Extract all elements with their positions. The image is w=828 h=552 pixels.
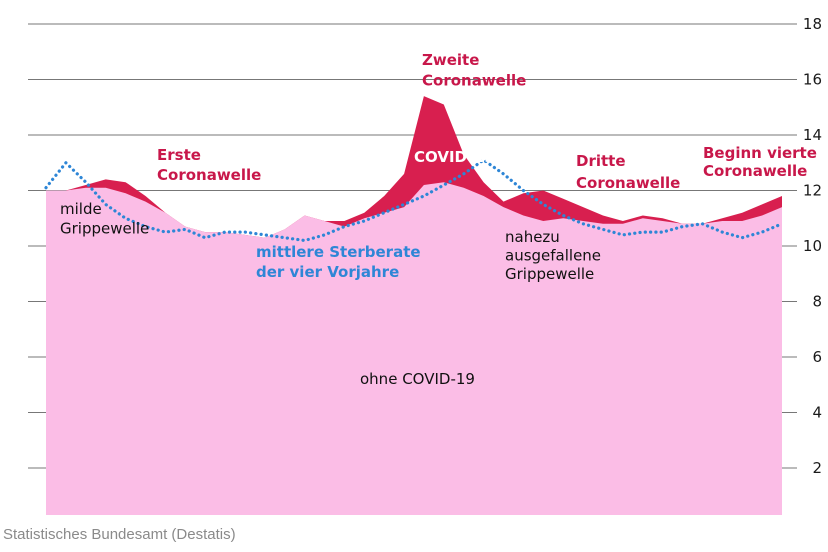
source-credit: Statistisches Bundesamt (Destatis) xyxy=(3,526,236,543)
y-tick-label-2: 2 xyxy=(812,459,822,477)
base-area xyxy=(46,182,782,515)
annotation-dritte-line: Coronawelle xyxy=(576,174,680,192)
annotation-ohne: ohne COVID-19 xyxy=(360,370,475,388)
annotation-milde-line: milde xyxy=(60,200,102,218)
annotation-dritte: Dritte Coronawelle xyxy=(576,152,680,192)
annotation-mittlere: mittlere Sterberate der vier Vorjahre xyxy=(256,243,421,281)
annotation-beginn: Beginn vierte Coronawelle xyxy=(703,144,817,180)
annotation-mittlere-line: der vier Vorjahre xyxy=(256,263,399,281)
annotation-nahezu-line: nahezu xyxy=(505,228,560,246)
annotation-erste-line: Erste xyxy=(157,146,201,164)
annotation-covid: COVID-19 xyxy=(414,148,494,166)
y-tick-label-16: 16 xyxy=(803,71,822,89)
annotation-milde-line: Grippewelle xyxy=(60,220,149,238)
annotation-zweite: Zweite Coronawelle xyxy=(422,51,526,90)
annotation-dritte-line: Dritte xyxy=(576,152,626,170)
annotation-covid-line: COVID-19 xyxy=(414,148,494,166)
annotation-erste: Erste Coronawelle xyxy=(157,146,261,184)
annotation-beginn-line: Coronawelle xyxy=(703,162,807,180)
annotation-zweite-line: Coronawelle xyxy=(422,72,526,90)
annotation-nahezu: nahezu ausgefallene Grippewelle xyxy=(505,228,601,283)
y-tick-label-18: 18 xyxy=(803,15,822,33)
y-tick-label-12: 12 xyxy=(803,182,822,200)
y-tick-label-4: 4 xyxy=(812,404,822,422)
annotation-beginn-line: Beginn vierte xyxy=(703,144,817,162)
chart-annotations: milde Grippewelle Erste Coronawelle mittlere… xyxy=(60,51,817,388)
annotation-nahezu-line: ausgefallene xyxy=(505,247,601,265)
annotation-nahezu-line: Grippewelle xyxy=(505,265,594,283)
chart-areas xyxy=(46,96,782,515)
annotation-milde: milde Grippewelle xyxy=(60,200,149,238)
y-tick-label-6: 6 xyxy=(812,348,822,366)
annotation-erste-line: Coronawelle xyxy=(157,166,261,184)
annotation-mittlere-line: mittlere Sterberate xyxy=(256,243,421,261)
annotation-zweite-line: Zweite xyxy=(422,51,479,69)
average-line xyxy=(44,158,784,243)
annotation-ohne-line: ohne COVID-19 xyxy=(360,370,475,388)
y-tick-label-10: 10 xyxy=(803,237,822,255)
chart-lines xyxy=(44,158,784,243)
y-tick-label-8: 8 xyxy=(812,293,822,311)
y-axis-tick-labels: 2 4 6 8 10 12 14 16 18 xyxy=(803,15,822,477)
y-tick-label-14: 14 xyxy=(803,126,822,144)
